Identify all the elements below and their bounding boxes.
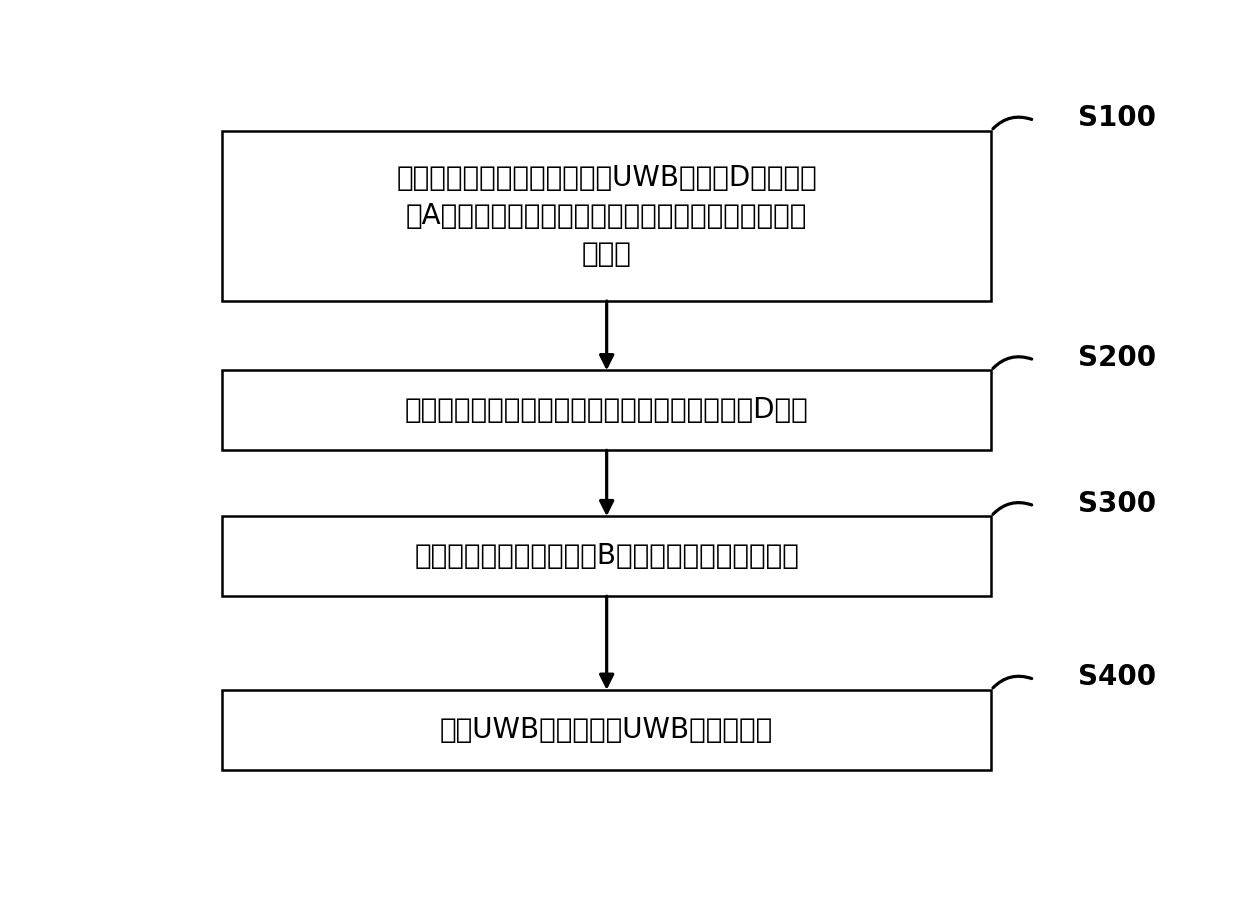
Text: S100: S100 — [1078, 105, 1156, 133]
Text: 重启UWB标签，完成UWB标签的升级: 重启UWB标签，完成UWB标签的升级 — [440, 716, 774, 744]
Text: 获取上位机下发的升级包，并将升级包数据写入D区域: 获取上位机下发的升级包，并将升级包数据写入D区域 — [404, 396, 808, 424]
FancyBboxPatch shape — [222, 690, 991, 769]
Text: 上位机: 上位机 — [582, 240, 631, 268]
Text: 至A区域，并将接收到升级指令对应的应答指令上传到: 至A区域，并将接收到升级指令对应的应答指令上传到 — [405, 202, 807, 230]
FancyBboxPatch shape — [222, 516, 991, 596]
Text: 接收上位机下发的升级指令，UWB标签由D区域切换: 接收上位机下发的升级指令，UWB标签由D区域切换 — [397, 163, 817, 192]
FancyBboxPatch shape — [222, 371, 991, 450]
Text: 当完成升级包的接收，在B区域中写入升级完成标志: 当完成升级包的接收，在B区域中写入升级完成标志 — [414, 542, 799, 570]
Text: S200: S200 — [1078, 344, 1156, 372]
Text: S300: S300 — [1078, 490, 1156, 518]
FancyBboxPatch shape — [222, 131, 991, 301]
Text: S400: S400 — [1078, 663, 1156, 692]
